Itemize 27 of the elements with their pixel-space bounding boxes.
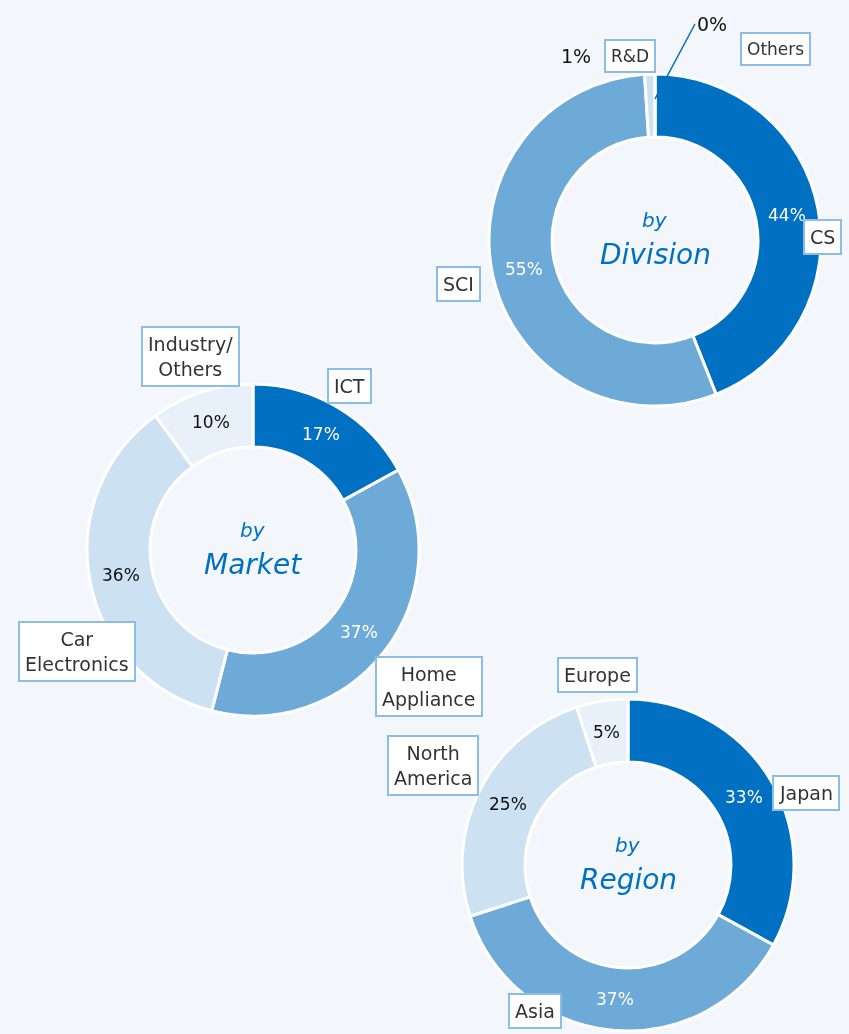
data-label: 44% bbox=[768, 205, 806, 225]
slice-label: Asia bbox=[515, 1000, 555, 1022]
slice-label: North America bbox=[394, 742, 473, 789]
text: by Division bbox=[600, 208, 711, 271]
data-label: 10% bbox=[192, 412, 230, 432]
slice-label: R&D bbox=[611, 46, 650, 66]
slice-label: Industry/ Others bbox=[148, 333, 234, 380]
slice-label: Car Electronics bbox=[25, 628, 129, 675]
data-label: 37% bbox=[340, 622, 378, 642]
text: by Region bbox=[580, 833, 678, 896]
category-label: Others bbox=[747, 39, 805, 59]
slice-label: Europe bbox=[564, 664, 631, 686]
slice-label: Japan bbox=[779, 782, 833, 804]
data-label: 25% bbox=[489, 794, 527, 814]
data-label: 5% bbox=[593, 722, 620, 742]
slice-label: Home Appliance bbox=[382, 663, 476, 710]
slice-label: ICT bbox=[334, 375, 365, 397]
data-label: 55% bbox=[505, 259, 543, 279]
slice-label: SCI bbox=[443, 273, 474, 295]
text: by Market bbox=[204, 518, 303, 581]
slice-label: CS bbox=[810, 226, 836, 248]
data-label: 37% bbox=[596, 989, 634, 1009]
data-label: 17% bbox=[302, 424, 340, 444]
data-label: 1% bbox=[561, 45, 592, 67]
data-label: 36% bbox=[102, 565, 140, 585]
data-label: 33% bbox=[725, 787, 763, 807]
text: 0% bbox=[697, 13, 728, 35]
